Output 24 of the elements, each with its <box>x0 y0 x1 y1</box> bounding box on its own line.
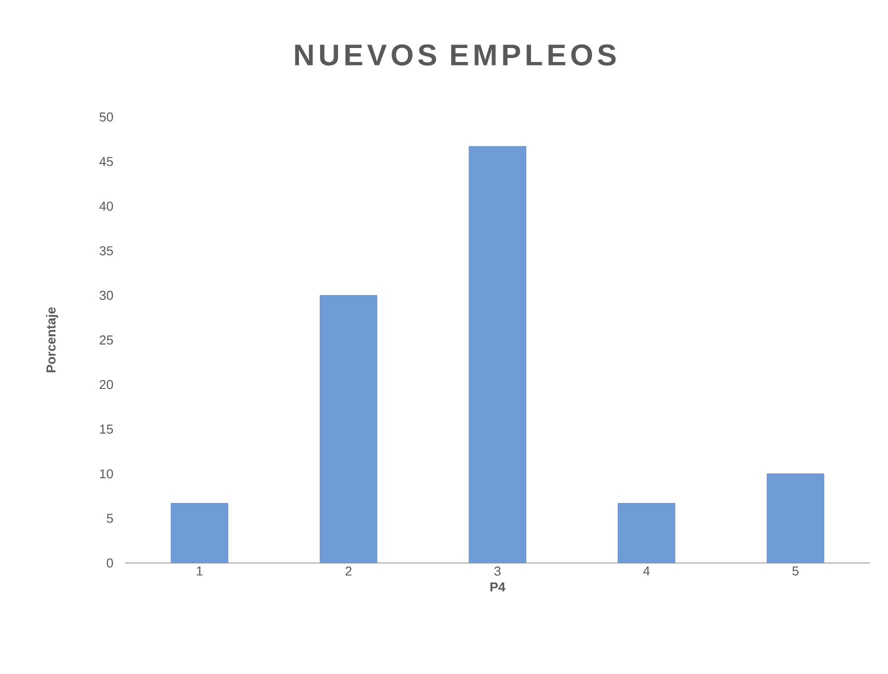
y-tick-label: 35 <box>100 246 113 256</box>
y-tick-label: 45 <box>99 157 113 166</box>
y-tick-label: 15 <box>100 424 113 434</box>
x-tick-label: 5 <box>792 566 799 576</box>
bar <box>618 503 676 563</box>
y-tick-label: 30 <box>100 290 113 300</box>
y-tick-label: 0 <box>106 558 113 568</box>
x-tick-label: 4 <box>643 566 650 576</box>
bar <box>766 474 824 563</box>
y-tick-label: 50 <box>100 112 113 122</box>
x-axis-title: P4 <box>490 582 506 592</box>
y-axis-title: Porcentaje <box>46 307 58 372</box>
y-tick-label: 10 <box>100 469 113 478</box>
y-tick-label: 25 <box>100 335 113 345</box>
bar <box>320 295 378 563</box>
bar <box>170 503 228 563</box>
y-tick-label: 20 <box>100 380 113 390</box>
x-tick-label: 3 <box>494 566 501 576</box>
x-tick-label: 1 <box>196 566 202 576</box>
y-tick-label: 5 <box>106 514 113 523</box>
y-tick-label: 40 <box>99 202 113 211</box>
chart-title: NUEVOS EMPLEOS <box>295 44 616 66</box>
x-tick-label: 2 <box>346 566 352 576</box>
bar <box>468 146 526 563</box>
